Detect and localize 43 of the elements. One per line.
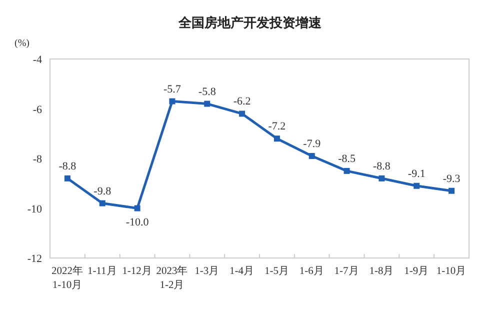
y-tick-label: -4 bbox=[32, 54, 42, 66]
point bbox=[274, 136, 280, 142]
point bbox=[99, 200, 106, 206]
data-label: -6.2 bbox=[233, 96, 251, 108]
x-tick-label: 2023年 1-2月 bbox=[156, 265, 188, 291]
point bbox=[64, 175, 70, 182]
x-tick-label: 1-6月 bbox=[299, 265, 324, 277]
x-tick-label: 1-12月 bbox=[122, 265, 152, 277]
x-tick-label: 1-4月 bbox=[230, 265, 255, 277]
data-label: -9.8 bbox=[94, 185, 112, 198]
data-label: -5.8 bbox=[198, 86, 216, 98]
data-label: -5.7 bbox=[163, 83, 182, 96]
point bbox=[448, 188, 455, 194]
point bbox=[414, 182, 420, 189]
point bbox=[204, 100, 210, 107]
point bbox=[169, 98, 176, 104]
data-label: -10.0 bbox=[126, 216, 150, 228]
x-tick-label: 1-11月 bbox=[87, 265, 118, 277]
data-label: -7.2 bbox=[268, 120, 286, 133]
data-label: -9.3 bbox=[442, 172, 461, 185]
data-label: -9.1 bbox=[408, 168, 426, 180]
x-tick-label: 1-3月 bbox=[194, 265, 220, 277]
x-tick-label: 1-8月 bbox=[369, 265, 394, 277]
x-tick-label: 1-10月 bbox=[436, 265, 467, 277]
x-tick-label: 1-9月 bbox=[404, 265, 430, 277]
point bbox=[239, 110, 246, 117]
y-tick-label: -8 bbox=[32, 154, 42, 166]
data-label: -8.8 bbox=[372, 160, 391, 172]
point bbox=[344, 168, 350, 174]
data-label: -8.5 bbox=[338, 152, 356, 165]
y-tick-label: -6 bbox=[32, 104, 42, 116]
data-label: -7.9 bbox=[303, 138, 322, 150]
x-tick-label: 1-7月 bbox=[334, 265, 360, 277]
chart-title: 全国房地产开发投资增速 bbox=[178, 15, 322, 31]
data-label: -8.8 bbox=[58, 160, 77, 172]
point bbox=[378, 175, 385, 182]
y-tick-label: -12 bbox=[27, 253, 42, 265]
x-tick-label: 2022年 1-10月 bbox=[51, 265, 84, 291]
y-axis-title: (%) bbox=[14, 38, 30, 49]
y-tick-label: -10 bbox=[27, 203, 42, 216]
point bbox=[134, 205, 140, 212]
x-tick-label: 1-5月 bbox=[264, 265, 290, 277]
point bbox=[308, 153, 315, 160]
